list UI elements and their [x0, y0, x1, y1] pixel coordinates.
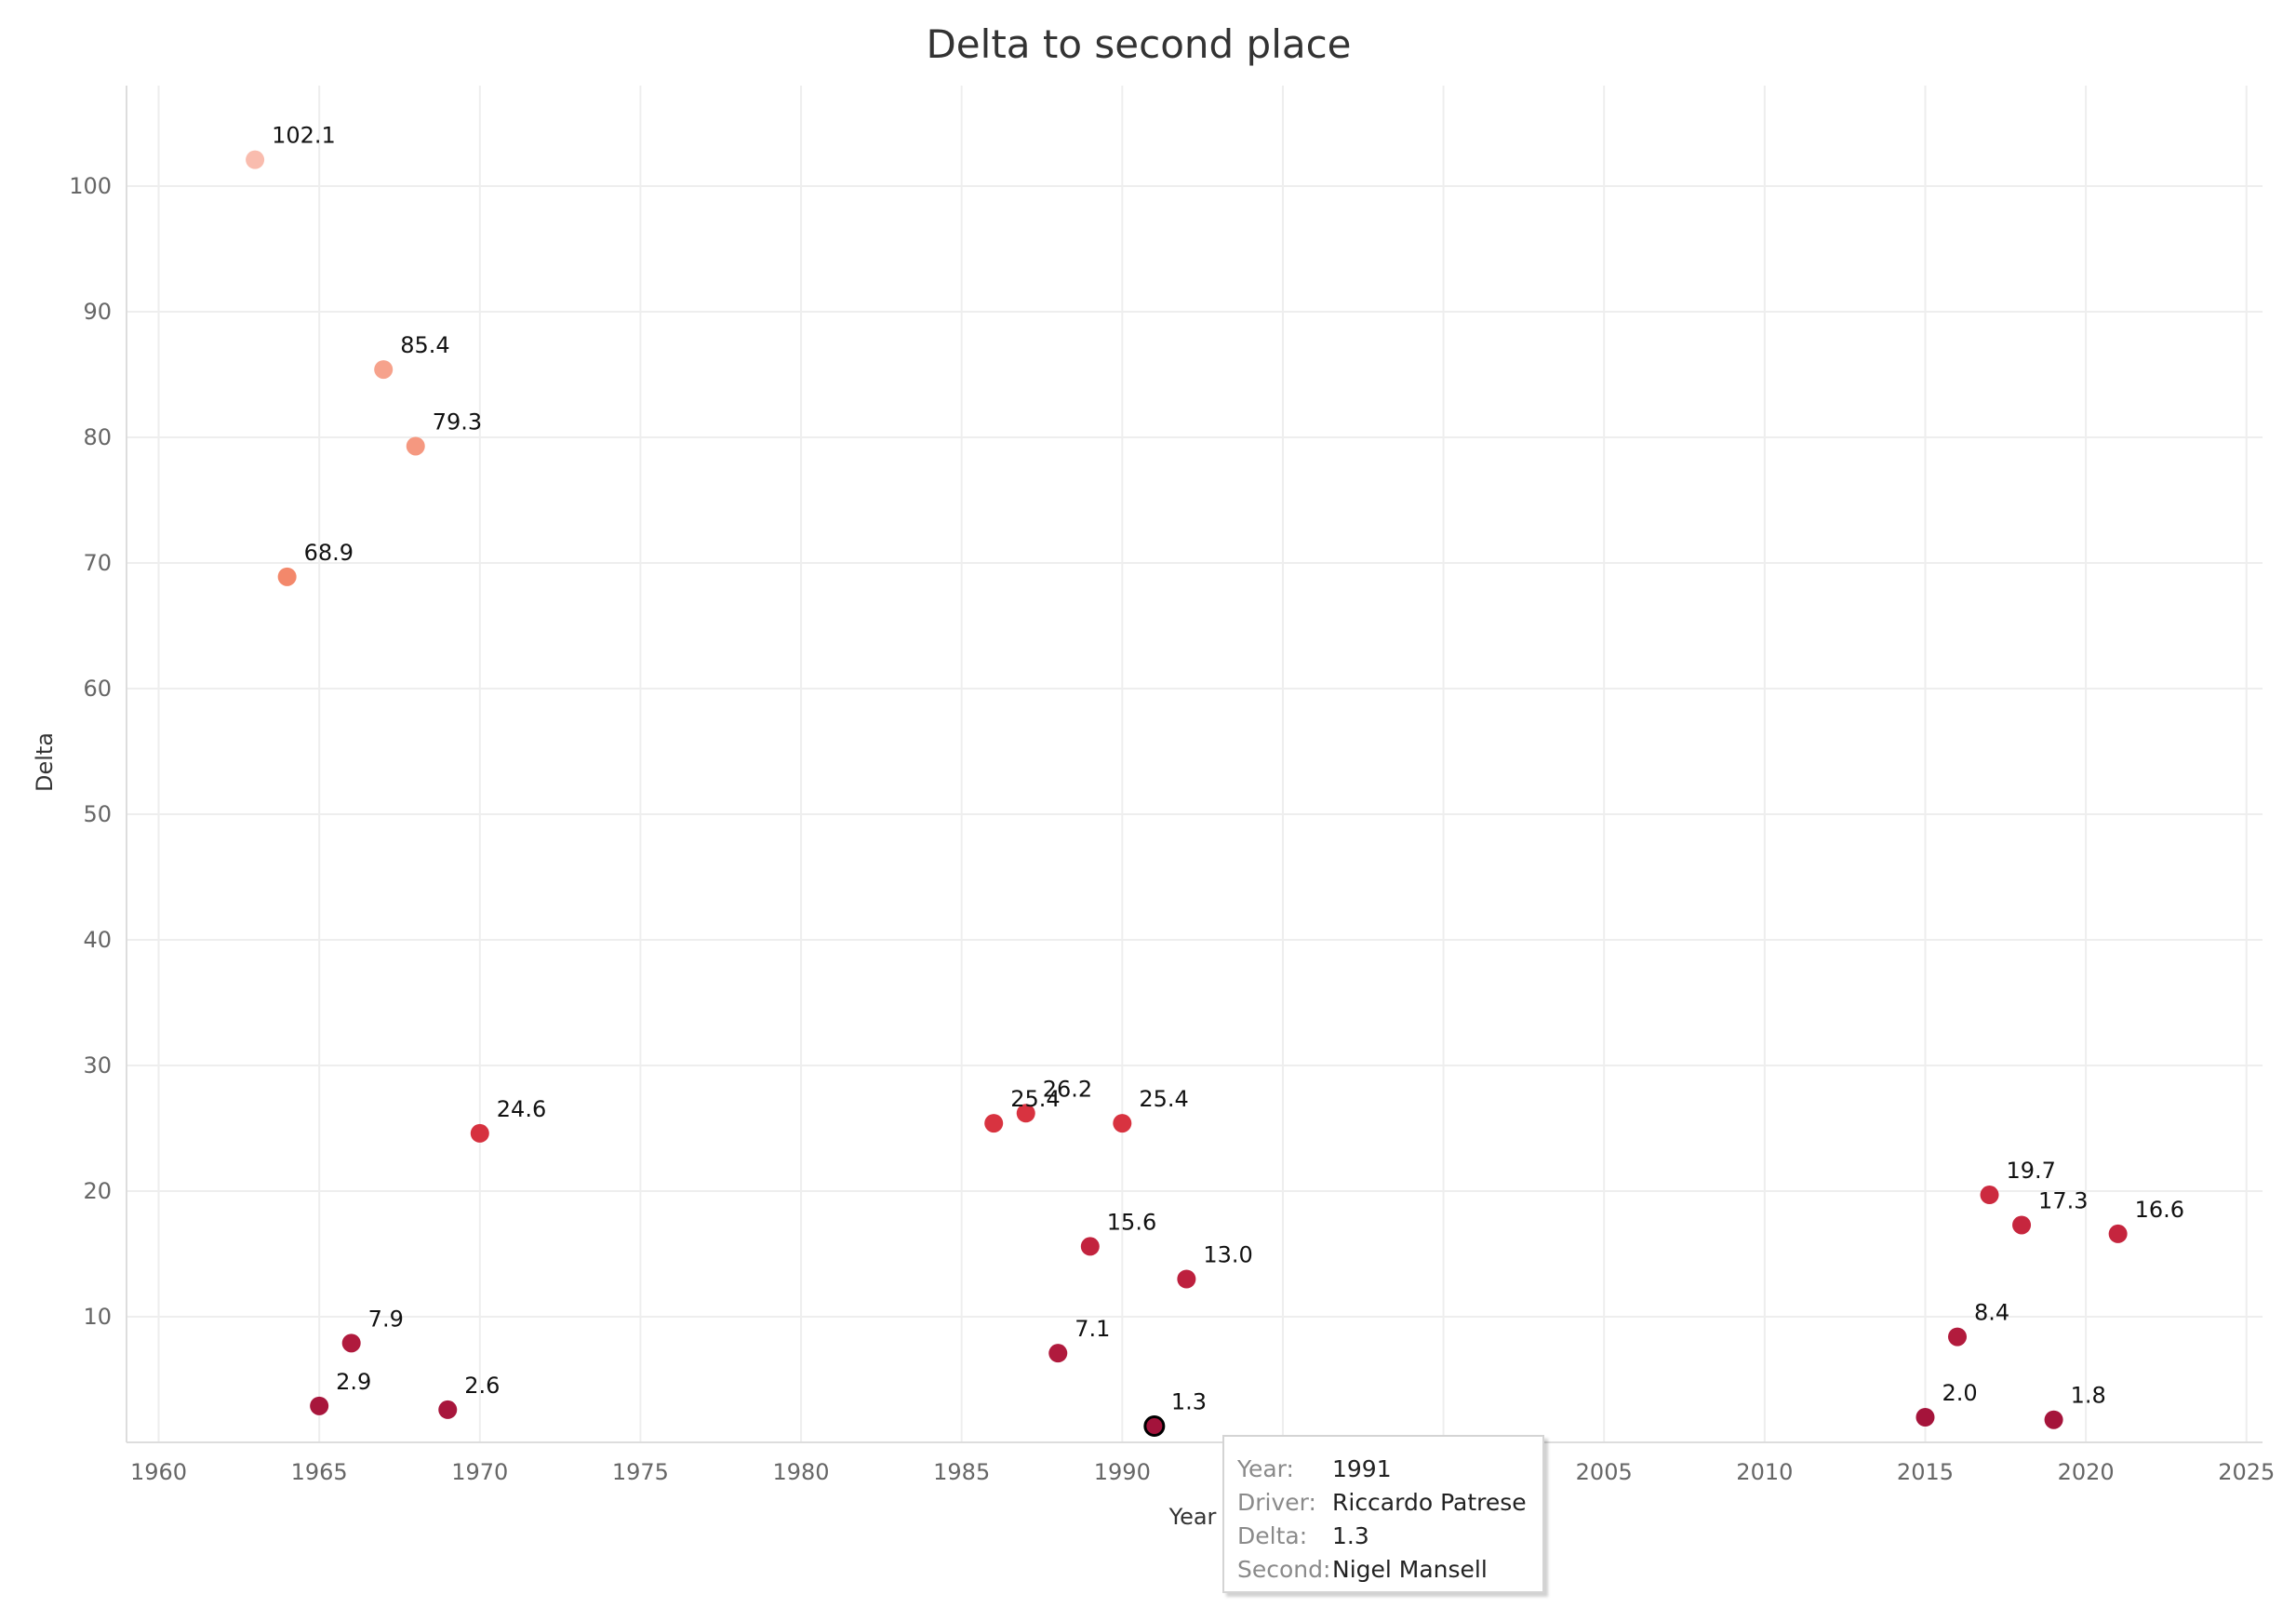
y-tick-label: 80 — [83, 424, 112, 450]
data-label: 17.3 — [2038, 1187, 2088, 1213]
chart-title: Delta to second place — [926, 21, 1351, 67]
tooltip-row-year: Year: 1991 — [1237, 1452, 1542, 1485]
data-point[interactable] — [2044, 1410, 2063, 1429]
data-point[interactable] — [984, 1114, 1004, 1133]
data-label: 24.6 — [497, 1096, 546, 1122]
data-point[interactable] — [341, 1333, 361, 1353]
x-tick-label: 1990 — [1094, 1459, 1151, 1485]
data-label: 25.4 — [1010, 1086, 1060, 1112]
y-axis-title: Delta — [32, 732, 58, 792]
y-tick-label: 50 — [83, 801, 112, 827]
data-label: 1.8 — [2071, 1383, 2106, 1409]
data-label: 19.7 — [2007, 1158, 2056, 1184]
data-point[interactable] — [2108, 1224, 2128, 1243]
x-tick-label: 1970 — [451, 1459, 508, 1485]
data-label: 2.6 — [464, 1373, 500, 1399]
data-point[interactable] — [1980, 1186, 1999, 1205]
tooltip: Year: 1991 Driver: Riccardo Patrese Delt… — [1222, 1435, 1544, 1593]
data-label: 8.4 — [1974, 1300, 2009, 1326]
data-point[interactable] — [1113, 1114, 1132, 1133]
data-point[interactable] — [438, 1400, 458, 1419]
data-label: 85.4 — [400, 332, 449, 358]
data-point[interactable] — [1948, 1327, 1967, 1347]
data-label: 1.3 — [1171, 1388, 1207, 1414]
data-point[interactable] — [277, 567, 297, 586]
data-label: 15.6 — [1107, 1209, 1156, 1235]
tooltip-key: Second: — [1237, 1555, 1331, 1583]
x-tick-label: 1965 — [291, 1459, 348, 1485]
x-tick-label: 1985 — [933, 1459, 990, 1485]
data-point[interactable] — [470, 1123, 489, 1143]
data-label: 2.9 — [336, 1369, 371, 1395]
data-point[interactable] — [374, 360, 394, 380]
data-point[interactable] — [246, 150, 265, 169]
y-tick-label: 90 — [83, 299, 112, 325]
data-label: 16.6 — [2135, 1197, 2184, 1223]
data-label: 7.1 — [1075, 1316, 1110, 1342]
y-tick-label: 30 — [83, 1052, 112, 1079]
data-label: 79.3 — [433, 409, 482, 435]
data-point[interactable] — [1916, 1408, 1935, 1427]
tooltip-key: Delta: — [1237, 1521, 1308, 1549]
grid-lines — [127, 86, 2263, 1442]
x-tick-label: 2005 — [1576, 1459, 1633, 1485]
data-label: 25.4 — [1139, 1086, 1188, 1112]
data-label: 68.9 — [304, 540, 354, 566]
x-tick-label: 1960 — [130, 1459, 187, 1485]
data-label: 7.9 — [368, 1306, 404, 1332]
tooltip-row-second: Second: Nigel Mansell — [1237, 1552, 1542, 1586]
data-point[interactable] — [2012, 1215, 2032, 1235]
x-tick-label: 2015 — [1897, 1459, 1954, 1485]
data-point[interactable] — [406, 436, 425, 456]
tooltip-key: Driver: — [1237, 1488, 1316, 1516]
axes: 1960196519701975198019851990199520002005… — [69, 86, 2275, 1485]
y-tick-label: 10 — [83, 1304, 112, 1330]
x-tick-label: 2010 — [1736, 1459, 1793, 1485]
y-tick-label: 40 — [83, 927, 112, 953]
tooltip-row-delta: Delta: 1.3 — [1237, 1519, 1542, 1552]
x-tick-label: 1980 — [773, 1459, 830, 1485]
data-point-selected[interactable] — [1143, 1414, 1166, 1437]
y-tick-label: 20 — [83, 1178, 112, 1204]
x-tick-label: 2025 — [2218, 1459, 2275, 1485]
y-tick-label: 100 — [69, 173, 112, 199]
data-point[interactable] — [310, 1396, 329, 1415]
data-label: 26.2 — [1043, 1076, 1092, 1102]
tooltip-row-driver: Driver: Riccardo Patrese — [1237, 1485, 1542, 1519]
data-label: 102.1 — [272, 123, 336, 149]
data-point[interactable] — [1177, 1269, 1196, 1289]
x-axis-title: Year — [1168, 1504, 1217, 1530]
tooltip-value: Riccardo Patrese — [1332, 1488, 1527, 1516]
x-tick-label: 2020 — [2058, 1459, 2115, 1485]
data-point[interactable] — [1080, 1237, 1100, 1256]
tooltip-value: 1991 — [1332, 1454, 1392, 1482]
tooltip-value: 1.3 — [1332, 1521, 1369, 1549]
tooltip-key: Year: — [1237, 1454, 1294, 1482]
data-labels: 102.168.92.97.985.479.32.624.6 25.426.27.… — [272, 123, 2184, 1415]
y-tick-label: 70 — [83, 550, 112, 576]
data-points — [246, 150, 2128, 1437]
x-tick-label: 1975 — [612, 1459, 669, 1485]
y-tick-label: 60 — [83, 676, 112, 702]
data-label: 2.0 — [1942, 1380, 1977, 1406]
data-point[interactable] — [1016, 1104, 1035, 1123]
data-label: 13.0 — [1203, 1242, 1252, 1268]
data-point[interactable] — [1048, 1344, 1068, 1363]
tooltip-value: Nigel Mansell — [1332, 1555, 1488, 1583]
